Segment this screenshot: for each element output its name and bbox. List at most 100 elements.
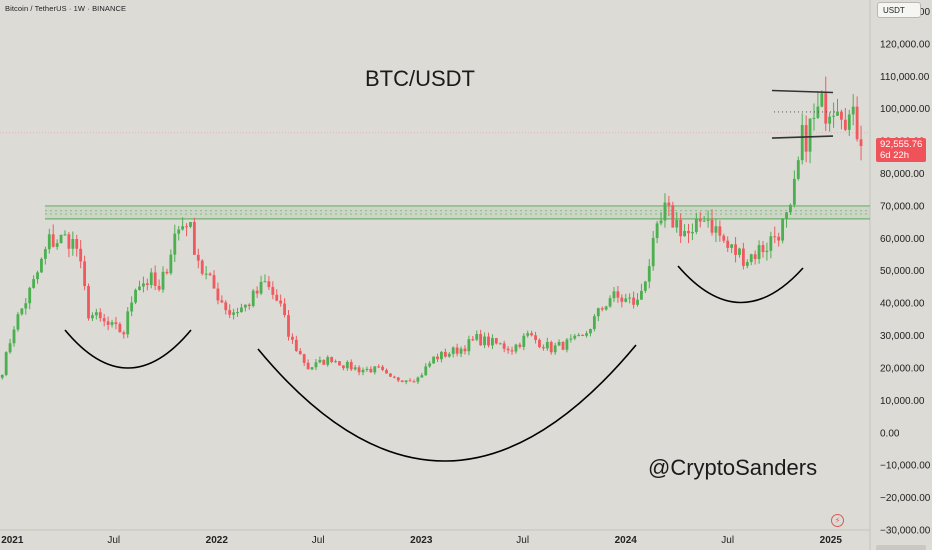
candle-body	[385, 370, 388, 374]
candle-body	[636, 299, 639, 305]
candle-body	[20, 308, 24, 315]
x-tick-label: 2021	[1, 535, 24, 546]
scale-settings-corner[interactable]	[876, 545, 926, 550]
candle-body	[675, 219, 679, 228]
candle-body	[514, 344, 518, 352]
candle-body	[691, 232, 694, 234]
candle-body	[314, 362, 318, 368]
candle-body	[224, 302, 228, 311]
candle-body	[75, 239, 79, 249]
candle-body	[549, 342, 553, 353]
candle-body	[479, 334, 483, 346]
pattern-curves	[64, 265, 804, 462]
candle-body	[840, 111, 843, 120]
candle-body	[408, 380, 412, 382]
candle-body	[506, 348, 510, 351]
candle-body	[283, 303, 286, 316]
x-tick-label: 2022	[206, 535, 229, 546]
candle-body	[389, 373, 392, 377]
candle-body	[451, 347, 455, 354]
candle-body	[118, 323, 122, 333]
y-tick-label: 100,000.00	[880, 104, 930, 115]
candle-body	[345, 361, 349, 369]
candle-body	[126, 311, 130, 335]
candle-body	[40, 258, 43, 273]
candle-body	[651, 237, 655, 267]
candle-body	[259, 281, 263, 294]
bar-countdown: 6d 22h	[880, 150, 910, 161]
candle-body	[679, 219, 683, 237]
candle-body	[749, 254, 753, 263]
candle-body	[181, 226, 185, 230]
candle-body	[828, 116, 832, 124]
candle-body	[698, 218, 702, 222]
candle-body	[232, 312, 236, 315]
candle-body	[204, 273, 208, 275]
candle-body	[196, 254, 200, 261]
candle-body	[565, 339, 569, 350]
candle-body	[134, 289, 137, 303]
candle-body	[161, 271, 165, 290]
candle-body	[702, 220, 706, 222]
candle-body	[467, 339, 471, 352]
currency-unit-button[interactable]: USDT	[877, 2, 921, 18]
candle-body	[541, 347, 545, 349]
candle-body	[279, 300, 283, 304]
candle-body	[710, 219, 714, 233]
candle-body	[114, 322, 118, 324]
candle-body	[491, 338, 494, 346]
candle-body	[71, 239, 75, 249]
candle-body	[189, 221, 192, 227]
candle-body	[243, 304, 247, 308]
lightning-bolt-icon[interactable]: ⚡	[831, 514, 844, 527]
candle-body	[628, 297, 632, 299]
x-tick-label: 2024	[615, 535, 638, 546]
candle-body	[47, 234, 51, 250]
big-cup-curve	[257, 344, 637, 462]
candle-body	[655, 223, 659, 238]
candle-body	[432, 356, 436, 364]
candle-body	[581, 334, 585, 336]
y-tick-label: 30,000.00	[880, 331, 925, 342]
candle-body	[153, 272, 157, 286]
y-tick-label: 10,000.00	[880, 396, 925, 407]
candle-body	[145, 283, 149, 286]
candle-body	[632, 297, 636, 305]
candle-body	[251, 290, 255, 307]
candle-body	[483, 336, 486, 346]
candle-body	[620, 297, 624, 302]
candle-body	[808, 118, 812, 152]
candle-body	[102, 318, 106, 322]
candle-body	[726, 240, 730, 248]
candle-body	[208, 273, 212, 276]
author-watermark: @CryptoSanders	[648, 455, 818, 480]
candle-body	[51, 234, 55, 247]
candle-body	[236, 312, 239, 314]
candle-body	[185, 226, 188, 228]
candle-body	[577, 334, 581, 336]
candle-body	[169, 254, 173, 274]
candle-body	[200, 260, 204, 274]
candle-body	[494, 338, 498, 344]
candle-body	[255, 290, 259, 294]
candle-body	[769, 236, 773, 251]
symbol-header[interactable]: Bitcoin / TetherUS · 1W · BINANCE	[5, 4, 127, 13]
candle-body	[79, 248, 83, 262]
candle-body	[440, 351, 443, 360]
candle-body	[67, 234, 71, 249]
candle-body	[667, 202, 671, 206]
candle-body	[777, 236, 781, 241]
candle-body	[600, 308, 604, 310]
candle-body	[424, 366, 428, 376]
candle-body	[263, 281, 267, 283]
candle-body	[683, 230, 686, 237]
candle-body	[569, 338, 573, 340]
candle-body	[804, 125, 808, 152]
candle-body	[306, 362, 310, 370]
candle-body	[392, 376, 396, 378]
candle-body	[843, 119, 847, 130]
candle-body	[287, 315, 290, 337]
candle-body	[561, 341, 565, 350]
candle-body	[24, 303, 28, 309]
candle-body	[816, 106, 820, 118]
